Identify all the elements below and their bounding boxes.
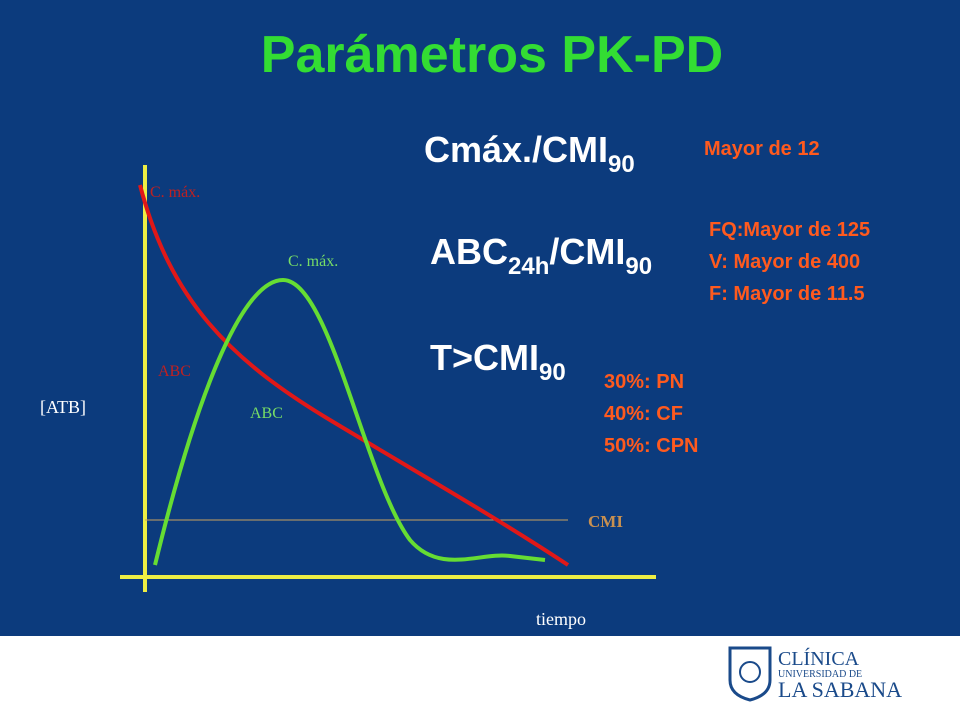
param-main: Cmáx./CMI [424,129,608,170]
note: Mayor de 12 [704,138,820,160]
param: T>CMI90 [430,337,566,386]
axis-label: [ATB] [40,397,86,417]
footer-band [0,636,960,720]
logo-text: LA SABANA [778,677,902,702]
background [0,0,960,636]
param-sub: 90 [539,359,566,386]
logo-seal [739,661,761,683]
label: ABC [158,363,191,380]
logo: CLÍNICA UNIVERSIDAD DE LA SABANA [728,646,902,702]
param-sub: 90 [608,151,635,178]
param-sub: 24h [508,253,549,280]
param: ABC24h/CMI90 [430,231,652,280]
note: FQ:Mayor de 125 [709,219,870,241]
label: C. máx. [288,253,338,270]
param-main: T>CMI [430,337,539,378]
note: F: Mayor de 11.5 [709,283,865,305]
logo-shield [728,646,772,702]
note: 40%: CF [604,403,683,425]
label: CMI [588,512,623,531]
note: 30%: PN [604,371,684,393]
param: Cmáx./CMI90 [424,129,635,178]
label: ABC [250,405,283,422]
note: V: Mayor de 400 [709,251,860,273]
param-sub: 90 [625,253,652,280]
axis-label: tiempo [536,609,586,629]
param-main: /CMI [549,231,625,272]
param-main: ABC [430,231,508,272]
green-curve [153,277,546,566]
red-curve [138,184,570,567]
note: 50%: CPN [604,435,698,457]
logo-text: CLÍNICA [778,647,860,670]
title: Parámetros PK-PD [261,26,723,84]
logo-text: UNIVERSIDAD DE [778,669,862,680]
label: C. máx. [150,184,200,201]
